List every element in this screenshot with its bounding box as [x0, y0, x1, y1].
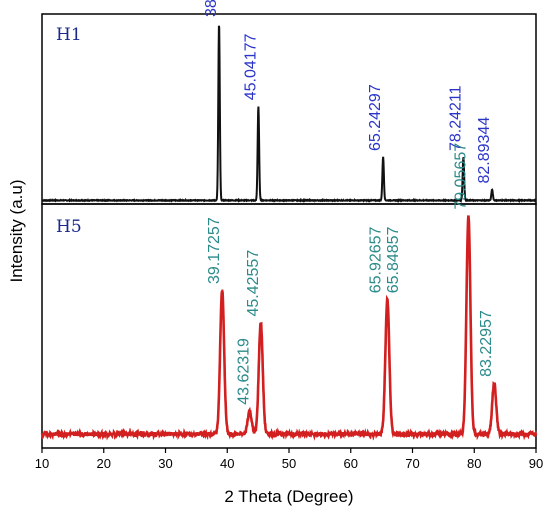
x-tick-label: 50 — [282, 456, 296, 471]
h5-peak-label: 79.05657 — [452, 143, 469, 210]
x-tick-label: 30 — [158, 456, 172, 471]
h5-peak-label: 45.42557 — [245, 250, 262, 317]
x-axis-title: 2 Theta (Degree) — [224, 487, 353, 506]
x-tick-label: 90 — [529, 456, 543, 471]
panel-h1: H1 38.67178 45.04177 65.24297 78.24211 82.89… — [41, 0, 537, 205]
panel-h5-frame — [41, 203, 537, 449]
h1-peak-label: 78.24211 — [447, 85, 464, 151]
h5-peak-label: 39.17257 — [206, 217, 223, 284]
x-tick-label: 70 — [405, 456, 419, 471]
panel-h5: H5 39.17257 43.62319 45.42557 65.92657 65.84… — [40, 143, 538, 449]
panel-h5-label: H5 — [56, 217, 82, 237]
h5-peak-labels: 39.17257 43.62319 45.42557 65.92657 65.84857… — [206, 143, 495, 405]
panel-h1-label: H1 — [56, 25, 82, 45]
h1-peak-label: 45.04177 — [242, 33, 259, 100]
h5-diffraction-line — [40, 215, 538, 441]
h5-fit-line — [42, 215, 536, 435]
x-tick-label: 40 — [220, 456, 234, 471]
x-tick-label: 10 — [35, 456, 49, 471]
h1-diffraction-line — [41, 25, 537, 204]
h5-peak-label: 43.62319 — [236, 338, 253, 405]
h1-peak-label: 65.24297 — [367, 84, 384, 151]
h5-peak-label: 65.92657 — [367, 226, 384, 293]
x-axis: 10 20 30 40 50 60 70 80 90 — [35, 448, 543, 471]
x-tick-label: 20 — [97, 456, 111, 471]
x-tick-label: 60 — [344, 456, 358, 471]
h1-peak-label: 82.89344 — [476, 117, 493, 184]
h1-peak-labels: 38.67178 45.04177 65.24297 78.24211 82.89344 — [203, 0, 493, 184]
h5-peak-label: 83.22957 — [478, 310, 495, 377]
h5-peak-label: 65.84857 — [385, 226, 402, 293]
h1-peak-label: 38.67178 — [203, 0, 220, 17]
y-axis-title: Intensity (a.u) — [7, 180, 26, 283]
x-tick-label: 80 — [467, 456, 481, 471]
